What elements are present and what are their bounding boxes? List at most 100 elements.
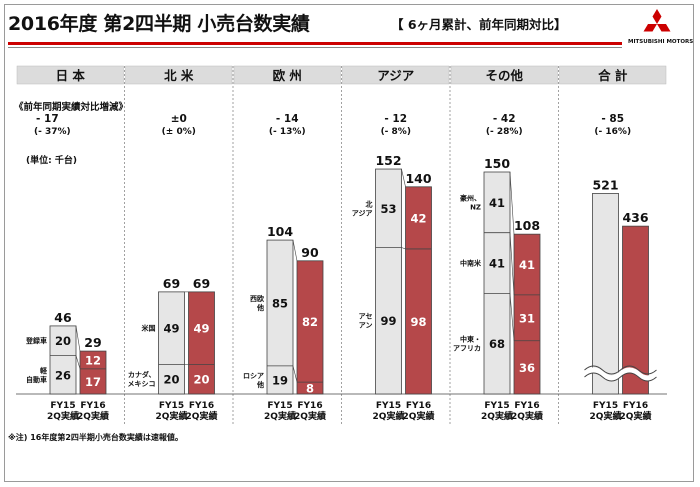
region-header-label: 合 計	[598, 68, 628, 83]
fy16-bar	[513, 233, 541, 395]
fy16-total-value: 69	[193, 276, 210, 291]
fy15-segment-value: 20	[163, 373, 179, 387]
total-fy16-total-value: 436	[622, 210, 648, 225]
region-header-label: その他	[485, 68, 523, 83]
diff-value: - 42	[493, 113, 516, 125]
region-header-cell	[559, 65, 667, 85]
segment-label: NZ	[470, 203, 481, 211]
segment-label: 自動車	[26, 375, 47, 384]
segment-label: 他	[256, 380, 264, 389]
fy15-segment-value: 41	[489, 257, 505, 271]
connector-line	[292, 365, 298, 383]
fy16-total-value: 90	[301, 245, 319, 260]
fy15-total-value: 69	[163, 276, 180, 291]
x-tick-label: FY16	[406, 401, 431, 411]
segment-label: 豪州、	[460, 193, 481, 202]
axis-break-line	[584, 365, 657, 375]
fy15-segment-value: 19	[272, 373, 288, 387]
mitsubishi-logo: MITSUBISHI MOTORS	[628, 8, 694, 48]
region-header-cell	[342, 65, 450, 85]
fy16-segment-value: 17	[85, 375, 101, 389]
x-tick-label: FY16	[514, 401, 539, 411]
fy16-bar	[188, 291, 215, 395]
connector-line	[401, 168, 406, 187]
x-tick-label: 2Q実績	[186, 410, 218, 422]
region-header-label: 日 本	[56, 68, 86, 83]
x-tick-label: FY15	[376, 401, 401, 411]
diff-percent: (- 13%)	[269, 127, 306, 137]
x-tick-label: 2Q実績	[47, 410, 79, 422]
region-header-cell	[450, 65, 558, 85]
fy15-total-value: 46	[54, 310, 72, 325]
segment-label: カナダ、	[128, 370, 156, 379]
x-tick-label: 2Q実績	[590, 410, 622, 422]
x-tick-label: FY16	[80, 401, 105, 411]
segment-label: 北	[366, 199, 373, 208]
fy16-segment-value: 49	[193, 322, 209, 336]
segment-label: アン	[359, 322, 373, 330]
x-tick-label: FY16	[623, 401, 648, 411]
fy16-segment-value: 41	[519, 258, 535, 272]
x-tick-label: FY15	[593, 401, 618, 411]
connector-line	[75, 355, 81, 369]
diff-value: - 12	[384, 113, 407, 125]
region-header-cell	[16, 65, 124, 85]
fy16-total-value: 29	[84, 335, 101, 350]
x-tick-label: 2Q実績	[620, 410, 652, 422]
x-tick-label: 2Q実績	[156, 410, 188, 422]
fy16-segment-value: 8	[306, 382, 314, 396]
fy15-segment-value: 53	[380, 202, 396, 216]
x-tick-label: 2Q実績	[77, 410, 109, 422]
fy15-segment-value: 41	[489, 196, 505, 210]
x-tick-label: FY16	[189, 401, 214, 411]
diff-percent: (- 28%)	[486, 127, 523, 137]
axis-break-mask	[582, 367, 659, 381]
fy16-bar	[405, 186, 432, 395]
x-tick-label: 2Q実績	[511, 410, 543, 422]
diff-value: - 14	[276, 113, 299, 125]
three-diamonds-icon	[643, 9, 671, 32]
diff-value: - 17	[36, 113, 59, 125]
segment-label: 他	[256, 303, 264, 312]
segment-label: ロシア	[243, 372, 264, 380]
diff-percent: (± 0%)	[162, 127, 196, 137]
region-header-label: 北 米	[164, 68, 194, 83]
fy16-segment-value: 12	[85, 353, 101, 367]
fy15-segment-value: 49	[163, 322, 179, 336]
fy15-total-value: 150	[484, 156, 510, 171]
fy15-total-value: 104	[267, 224, 293, 239]
x-tick-label: 2Q実績	[294, 410, 326, 422]
connector-line	[509, 171, 515, 235]
total-fy15-total-value: 521	[592, 177, 618, 192]
region-header-cell	[125, 65, 233, 85]
fy15-segment-value: 68	[489, 337, 505, 351]
region-header-label: 欧 州	[273, 68, 302, 83]
fy16-bar	[79, 350, 107, 395]
fy16-bar	[296, 260, 324, 395]
fy15-bar	[483, 171, 511, 395]
connector-line	[75, 325, 81, 352]
connector-line	[401, 247, 406, 250]
fy16-segment-value: 82	[302, 315, 318, 329]
axis-break-line	[584, 372, 657, 382]
segment-label: メキシコ	[128, 380, 156, 388]
segment-label: 中東・	[460, 335, 481, 344]
x-tick-label: FY16	[297, 401, 322, 411]
fy15-bar	[158, 291, 185, 395]
fy16-total-value: 108	[514, 218, 540, 233]
fy15-segment-value: 85	[272, 296, 288, 310]
segment-label: 中南米	[460, 259, 482, 268]
segment-label: アセ	[359, 313, 373, 321]
fy16-segment-value: 36	[519, 361, 535, 375]
x-tick-label: 2Q実績	[373, 410, 405, 422]
fy15-bar	[375, 168, 402, 395]
title-underline	[8, 42, 622, 45]
fy16-segment-value: 98	[410, 315, 426, 329]
diff-value: - 85	[601, 113, 624, 125]
unit-label: (単位: 千台)	[26, 156, 77, 166]
logo-text: MITSUBISHI MOTORS	[628, 39, 694, 45]
fy15-segment-value: 26	[55, 368, 71, 382]
connector-line	[292, 240, 298, 261]
fy15-bar	[49, 325, 77, 395]
